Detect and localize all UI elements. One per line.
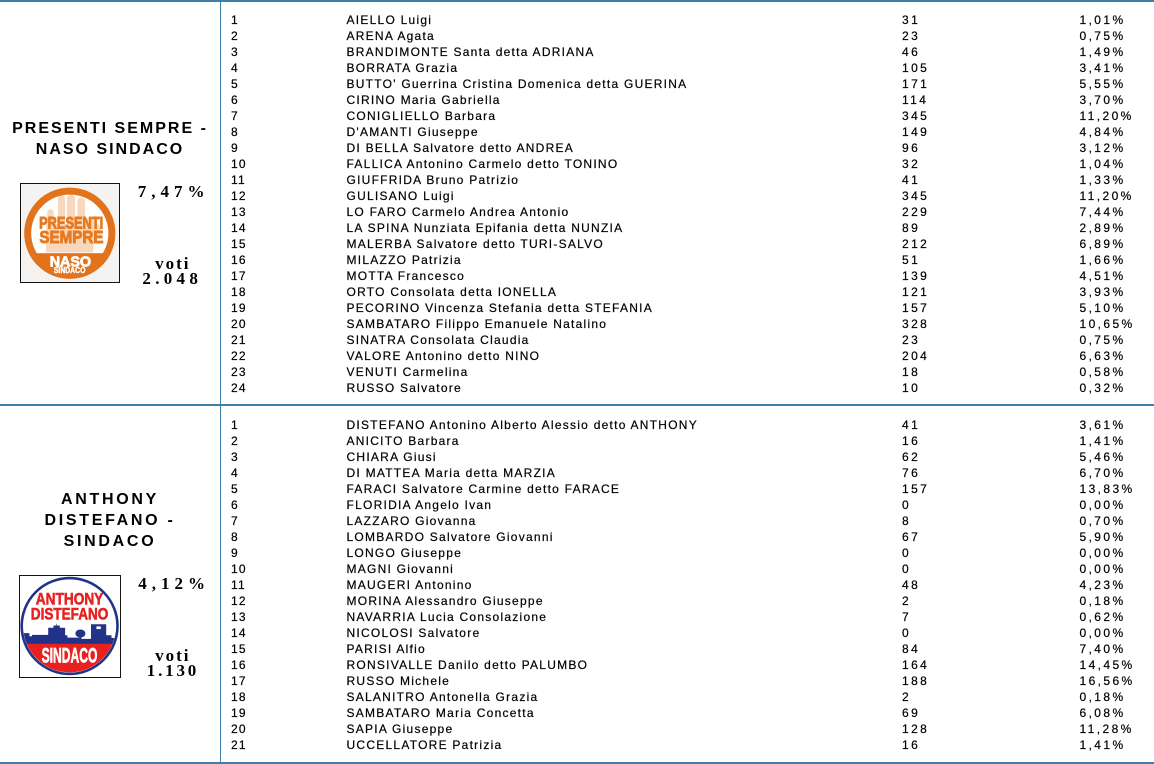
svg-text:SINDACO: SINDACO (41, 642, 97, 667)
svg-text:SINDACO: SINDACO (54, 266, 86, 275)
svg-text:NASO: NASO (50, 254, 91, 270)
svg-text:PRESENTI: PRESENTI (39, 214, 103, 232)
svg-text:SEMPRE: SEMPRE (39, 227, 103, 246)
svg-text:DISTEFANO: DISTEFANO (31, 604, 108, 623)
svg-text:ANTHONY: ANTHONY (36, 589, 104, 608)
